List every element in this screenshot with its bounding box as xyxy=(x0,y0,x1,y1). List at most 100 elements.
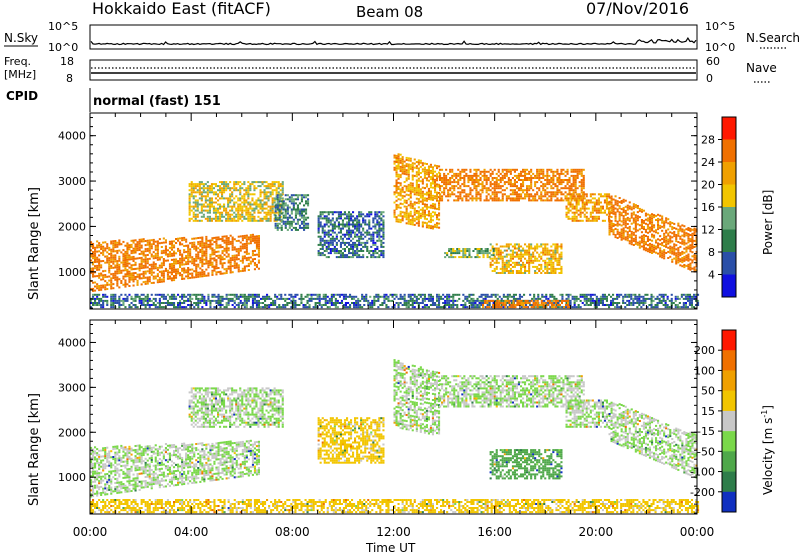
power-cell xyxy=(511,177,514,179)
power-cell xyxy=(427,179,430,182)
power-cell xyxy=(225,270,228,272)
power-cell xyxy=(423,162,426,165)
power-cell xyxy=(495,243,498,246)
power-cell xyxy=(114,293,117,296)
power-cell xyxy=(577,195,580,198)
power-cell xyxy=(243,243,246,245)
power-cell xyxy=(580,185,583,188)
power-cell xyxy=(339,250,342,252)
power-cell xyxy=(170,304,173,306)
power-cell xyxy=(319,239,322,242)
power-cell xyxy=(219,270,222,273)
power-cell xyxy=(372,225,375,228)
power-cell xyxy=(685,242,688,245)
power-cell xyxy=(463,189,466,192)
power-cell xyxy=(124,257,127,259)
power-cell xyxy=(209,257,212,260)
power-cell xyxy=(517,177,520,179)
power-cell xyxy=(534,247,537,250)
power-cell xyxy=(152,240,155,243)
power-cell xyxy=(152,263,155,266)
power-cell xyxy=(317,221,320,224)
power-cell xyxy=(673,227,676,229)
power-cell xyxy=(556,177,559,179)
power-cell xyxy=(207,245,210,248)
power-cell xyxy=(569,201,572,204)
power-cell xyxy=(231,248,234,251)
power-cell xyxy=(281,187,284,190)
power-cell xyxy=(493,191,496,194)
power-cell xyxy=(96,266,99,269)
power-cell xyxy=(405,210,408,212)
power-cell xyxy=(667,246,670,249)
power-cell xyxy=(213,267,216,270)
power-cell xyxy=(136,267,139,270)
power-cell xyxy=(265,201,268,204)
power-cell xyxy=(393,201,396,204)
power-cell xyxy=(148,299,151,302)
power-cell xyxy=(589,213,592,216)
power-cell xyxy=(194,205,197,208)
power-cell xyxy=(687,245,690,248)
power-cell xyxy=(403,195,406,198)
power-cell xyxy=(114,266,117,269)
power-cell xyxy=(146,249,149,252)
power-cell xyxy=(130,256,133,259)
power-cell xyxy=(493,193,496,196)
power-cell xyxy=(142,266,145,269)
power-cell xyxy=(202,183,205,186)
power-cell xyxy=(116,249,119,252)
power-cell xyxy=(608,231,611,234)
power-cell xyxy=(158,281,161,283)
power-cell xyxy=(534,174,537,177)
freq-panel-frame xyxy=(89,59,698,81)
power-cell xyxy=(263,185,266,188)
power-cell xyxy=(526,245,529,248)
power-cell xyxy=(249,213,252,216)
power-cell xyxy=(193,293,196,296)
power-cell xyxy=(296,222,299,225)
power-cell xyxy=(608,233,611,236)
power-cell xyxy=(540,177,543,179)
power-cell xyxy=(659,249,662,252)
power-cell xyxy=(648,214,651,217)
power-cell xyxy=(187,275,190,278)
power-cell xyxy=(210,185,213,188)
power-cell xyxy=(348,215,351,218)
power-cell xyxy=(401,164,404,167)
power-cell xyxy=(96,304,99,306)
power-cell xyxy=(325,256,328,259)
power-cell xyxy=(413,166,416,169)
power-cell xyxy=(445,168,448,171)
power-cell xyxy=(630,239,633,242)
power-cell xyxy=(142,240,145,243)
power-cell xyxy=(434,203,437,206)
power-cell xyxy=(370,227,373,230)
power-cell xyxy=(253,181,256,184)
cpid-label: CPID xyxy=(6,89,38,103)
power-cell xyxy=(517,270,520,272)
power-cell xyxy=(572,177,575,179)
power-cell xyxy=(219,254,222,257)
power-cell xyxy=(194,187,197,190)
power-cell xyxy=(152,251,155,254)
power-cell xyxy=(610,201,613,204)
power-cell xyxy=(560,170,563,173)
power-cell xyxy=(501,251,504,254)
power-cell xyxy=(638,209,641,212)
power-cell xyxy=(657,221,660,224)
power-cell xyxy=(243,197,246,200)
power-cell xyxy=(229,259,232,262)
power-cell xyxy=(241,245,244,248)
power-cell xyxy=(319,211,322,214)
power-cell xyxy=(536,193,539,196)
power-cell xyxy=(618,235,621,238)
power-cell xyxy=(144,260,147,263)
power-cell xyxy=(689,248,692,251)
power-cell xyxy=(154,306,157,309)
power-cell xyxy=(239,215,242,218)
power-cell xyxy=(524,168,527,171)
power-cell xyxy=(253,185,256,188)
power-cell xyxy=(253,189,256,192)
power-cell xyxy=(429,194,432,197)
